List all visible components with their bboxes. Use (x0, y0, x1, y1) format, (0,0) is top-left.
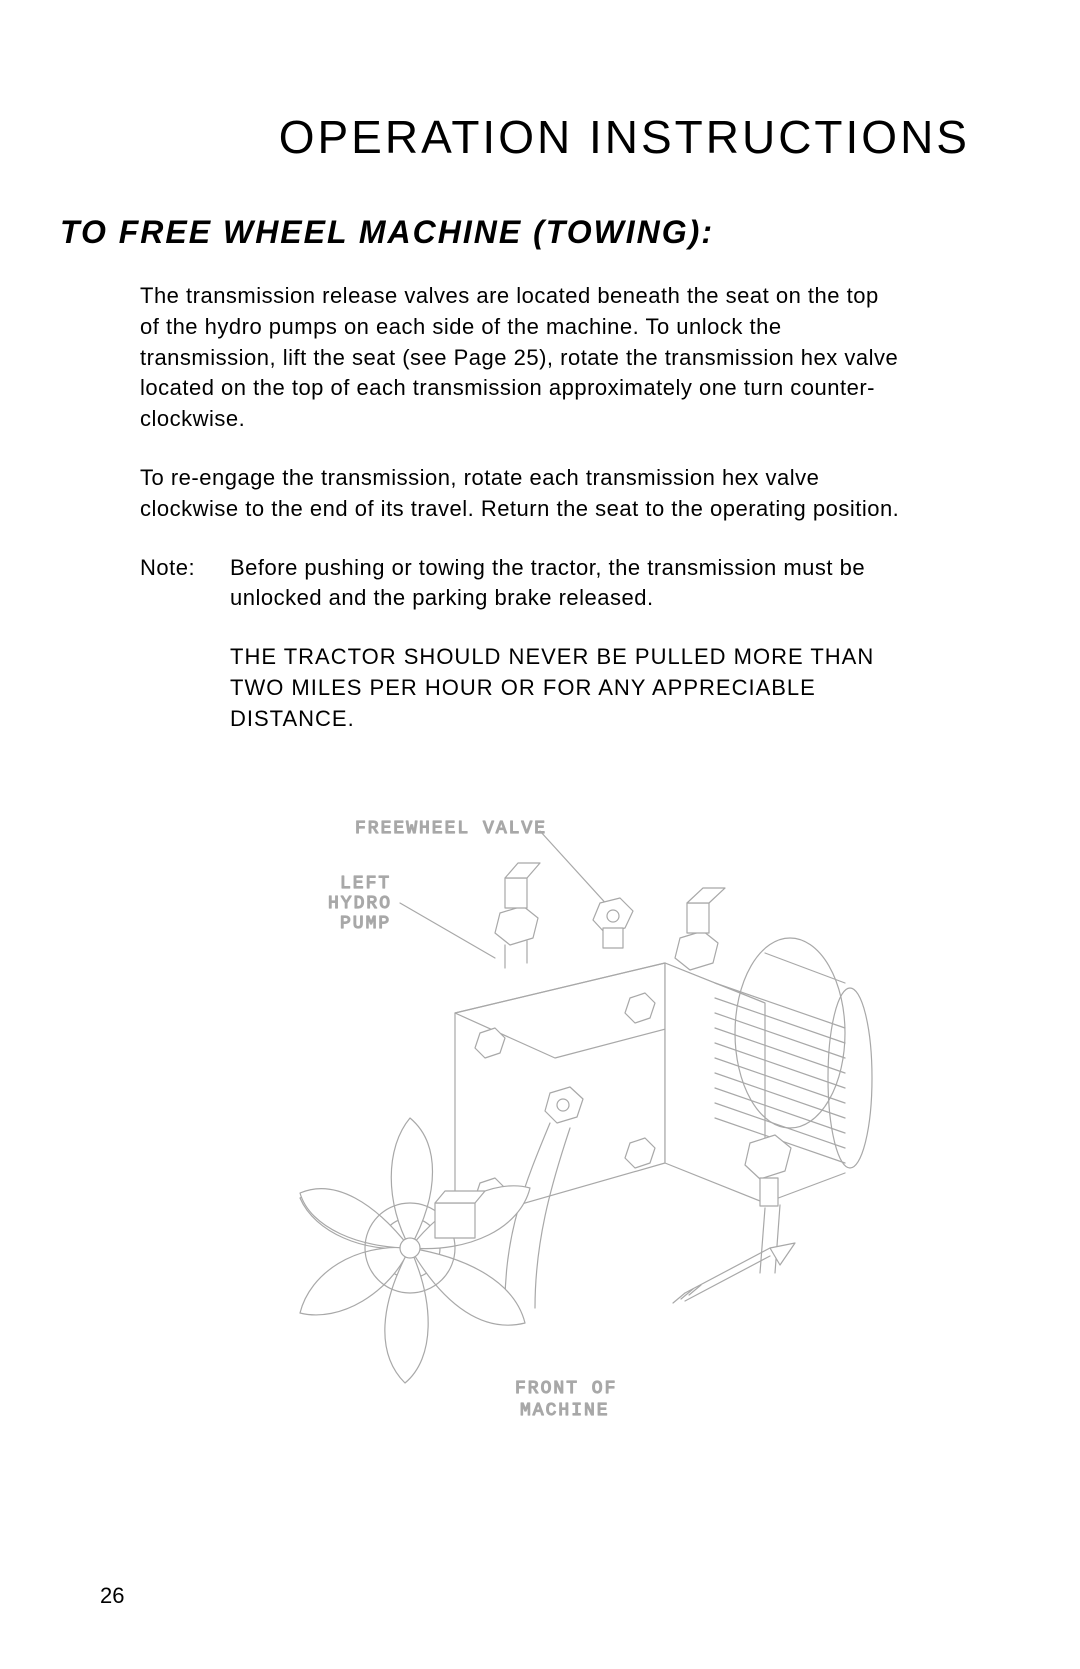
document-page: OPERATION INSTRUCTIONS TO FREE WHEEL MAC… (0, 0, 1080, 1669)
note-block: Note: Before pushing or towing the tract… (140, 553, 900, 763)
note-content: Before pushing or towing the tractor, th… (230, 553, 900, 763)
body-text: The transmission release valves are loca… (140, 281, 900, 763)
label-front-of: FRONT OF (515, 1379, 617, 1399)
hydro-pump-figure: FREEWHEEL VALVE LEFT HYDRO PUMP (205, 803, 905, 1443)
page-number: 26 (100, 1583, 124, 1609)
paragraph-1: The transmission release valves are loca… (140, 281, 900, 435)
page-title: OPERATION INSTRUCTIONS (130, 110, 980, 164)
label-left: LEFT (340, 874, 391, 894)
note-text: Before pushing or towing the tractor, th… (230, 553, 900, 615)
label-machine: MACHINE (520, 1401, 610, 1421)
paragraph-2: To re-engage the transmission, rotate ea… (140, 463, 900, 525)
section-heading: TO FREE WHEEL MACHINE (TOWING): (60, 214, 980, 251)
label-pump: PUMP (340, 914, 391, 934)
note-label: Note: (140, 553, 230, 763)
label-hydro: HYDRO (328, 894, 392, 914)
label-freewheel-valve: FREEWHEEL VALVE (355, 819, 547, 839)
note-warning: THE TRACTOR SHOULD NEVER BE PULLED MORE … (230, 642, 900, 734)
